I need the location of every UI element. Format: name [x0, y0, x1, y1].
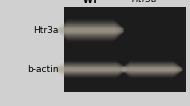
Text: WT: WT [82, 0, 99, 5]
FancyBboxPatch shape [63, 62, 119, 77]
FancyBboxPatch shape [127, 63, 177, 75]
Text: b-actin: b-actin [27, 65, 59, 74]
FancyBboxPatch shape [64, 61, 117, 78]
FancyBboxPatch shape [57, 66, 124, 73]
Text: $\mathit{Htr3a}^{-/-}$: $\mathit{Htr3a}^{-/-}$ [131, 0, 172, 5]
FancyBboxPatch shape [67, 19, 114, 42]
FancyBboxPatch shape [55, 67, 126, 72]
FancyBboxPatch shape [61, 63, 121, 75]
FancyBboxPatch shape [60, 26, 121, 35]
FancyBboxPatch shape [57, 28, 124, 33]
FancyBboxPatch shape [122, 67, 181, 72]
Text: Htr3a: Htr3a [33, 26, 59, 35]
FancyBboxPatch shape [59, 27, 123, 34]
FancyBboxPatch shape [128, 62, 175, 77]
Bar [64, 7, 186, 92]
FancyBboxPatch shape [54, 68, 127, 71]
FancyBboxPatch shape [124, 66, 180, 73]
FancyBboxPatch shape [130, 61, 174, 78]
FancyBboxPatch shape [65, 21, 116, 40]
FancyBboxPatch shape [121, 68, 183, 71]
FancyBboxPatch shape [63, 22, 118, 38]
FancyBboxPatch shape [125, 64, 179, 74]
FancyBboxPatch shape [59, 64, 123, 74]
FancyBboxPatch shape [62, 24, 120, 37]
